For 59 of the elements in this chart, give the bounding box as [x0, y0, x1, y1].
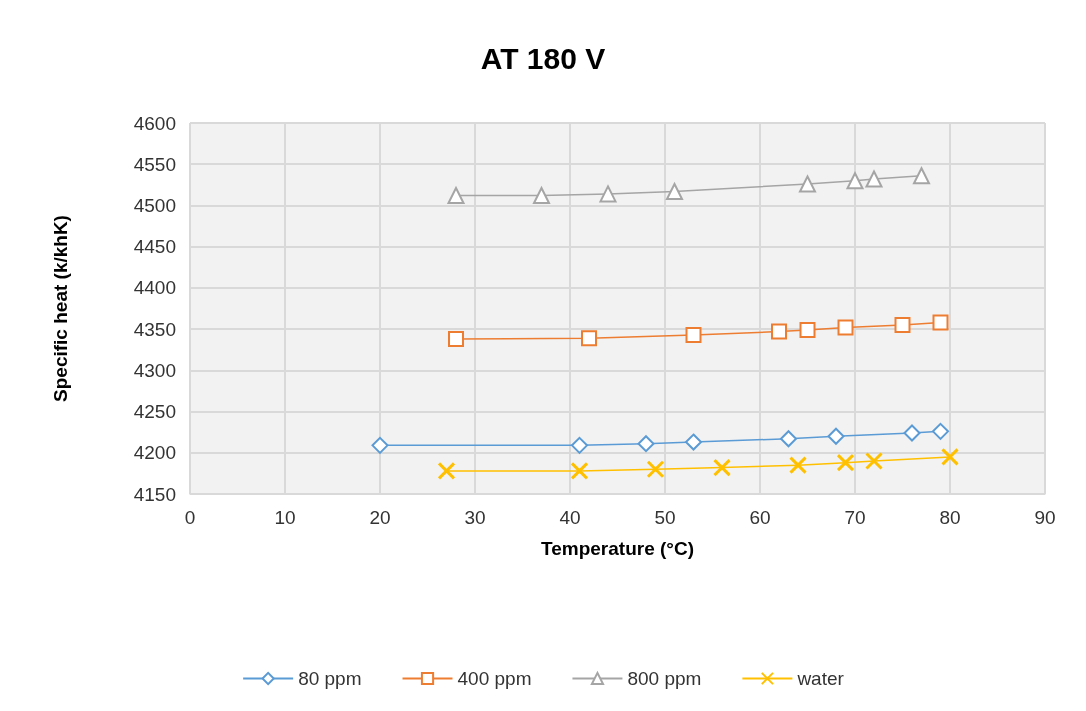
y-tick-label: 4350	[133, 318, 176, 340]
y-tick-label: 4450	[133, 236, 176, 258]
point	[837, 319, 854, 336]
x-tick-label: 50	[654, 507, 676, 528]
y-tick-label: 4400	[133, 277, 176, 299]
point	[666, 182, 683, 200]
point	[599, 185, 617, 203]
point	[913, 167, 930, 185]
point	[865, 452, 883, 471]
x-tick-label: 70	[844, 507, 866, 528]
y-tick-label: 4600	[133, 112, 176, 134]
point	[836, 453, 855, 472]
point	[570, 461, 589, 480]
legend-label: 800 ppm	[627, 668, 702, 689]
y-tick-label: 4500	[133, 194, 176, 216]
point	[932, 314, 949, 331]
point	[894, 316, 911, 333]
x-tick-label: 10	[274, 507, 296, 528]
x-tick-label: 80	[939, 507, 961, 528]
x-tick-label: 30	[464, 507, 486, 528]
point	[437, 461, 456, 480]
chart-title: AT 180 V	[480, 41, 606, 75]
legend-label: 80 ppm	[298, 668, 362, 689]
point	[533, 187, 550, 205]
point	[789, 456, 807, 475]
x-axis-title: Temperature (°C)	[541, 538, 694, 559]
point	[581, 330, 597, 347]
point	[941, 447, 959, 466]
legend-label: water	[796, 668, 845, 689]
point	[903, 424, 921, 442]
x-tick-label: 90	[1034, 507, 1056, 528]
point	[799, 321, 816, 338]
point	[448, 331, 464, 347]
x-tick-label: 0	[184, 507, 196, 528]
point	[865, 170, 883, 188]
y-axis-title: Specific heat (k/khK)	[50, 215, 71, 402]
point	[447, 187, 465, 205]
x-tick-label: 60	[749, 507, 771, 528]
point	[646, 460, 665, 479]
y-tick-label: 4200	[133, 442, 176, 464]
point	[685, 433, 702, 451]
point	[771, 323, 787, 340]
y-tick-label: 4150	[133, 483, 176, 505]
point	[827, 427, 845, 445]
point	[846, 172, 864, 190]
y-tick-label: 4250	[133, 401, 176, 423]
y-tick-label: 4550	[133, 153, 176, 175]
point	[799, 175, 816, 193]
point	[932, 422, 949, 440]
point	[780, 430, 797, 448]
point	[685, 326, 702, 343]
point	[637, 435, 655, 453]
point	[571, 436, 588, 454]
legend-label: 400 ppm	[457, 668, 532, 689]
y-tick-label: 4300	[133, 359, 176, 381]
x-tick-label: 40	[559, 507, 581, 528]
point	[371, 436, 389, 454]
point	[713, 458, 731, 477]
x-tick-label: 20	[369, 507, 391, 528]
